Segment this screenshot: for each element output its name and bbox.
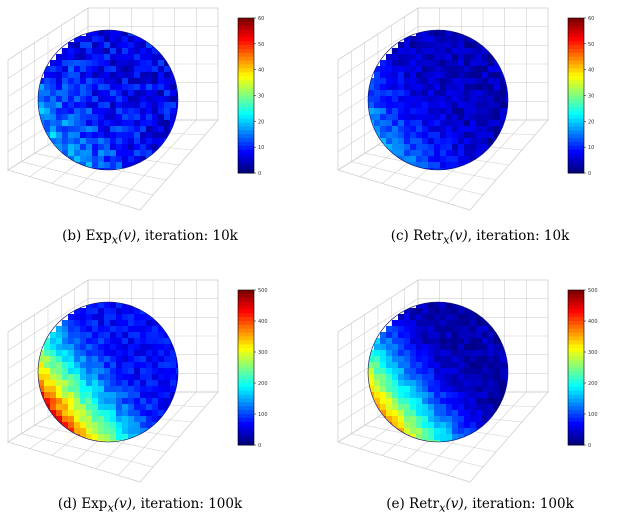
sphere-plot-d: 500 400 300 200 100 0 — [7, 279, 268, 483]
caption-argument: (v) — [449, 228, 468, 244]
caption-label: (b) — [62, 228, 82, 244]
colorbar-tick-label: 20 — [588, 119, 594, 125]
caption-d: (d) Expx(v), iteration: 100k — [0, 496, 300, 515]
caption-b: (b) Expx(v), iteration: 10k — [0, 228, 300, 247]
sphere-plot-c: 60 50 40 30 20 10 0 — [337, 7, 594, 211]
caption-argument: (v) — [445, 496, 464, 512]
caption-iteration: , iteration: 100k — [463, 496, 574, 512]
colorbar-tick-label: 400 — [258, 319, 268, 325]
colorbar-tick-label: 50 — [258, 42, 264, 48]
sphere-outline — [367, 301, 509, 443]
colorbar-tick-label: 0 — [588, 443, 591, 449]
caption-subscript: x — [111, 233, 119, 247]
figure-panel-b: 60 50 40 30 20 10 0 (b) Expx(v), iteration: 10… — [0, 0, 300, 250]
colorbar-tick-label: 40 — [588, 68, 594, 74]
sphere-surface — [368, 302, 508, 442]
colorbar-tick-label: 0 — [588, 171, 591, 177]
caption-subscript: x — [443, 233, 450, 247]
caption-iteration: , iteration: 100k — [131, 496, 243, 512]
caption-op: Retr — [413, 228, 444, 244]
colorbar-tick-label: 200 — [588, 381, 598, 387]
colorbar-tick-label: 20 — [258, 119, 264, 125]
colorbar-tick-label: 30 — [588, 94, 594, 100]
figure-panel-e: 500 400 300 200 100 0 (e) Retrx(v), iteration… — [330, 272, 630, 520]
figure-panel-c: 60 50 40 30 20 10 0 (c) Retrx(v), iteration: 1… — [330, 0, 630, 250]
caption-c: (c) Retrx(v), iteration: 10k — [330, 228, 630, 247]
colorbar-tick-label: 10 — [588, 145, 594, 151]
colorbar-tick-label: 60 — [588, 16, 594, 22]
caption-op: Retr — [409, 496, 440, 512]
sphere-plot-b: 60 50 40 30 20 10 0 — [7, 7, 264, 211]
sphere-outline — [37, 301, 179, 443]
sphere-outline — [37, 29, 179, 171]
colorbar-tick-label: 50 — [588, 42, 594, 48]
colorbar-tick-label: 400 — [588, 319, 598, 325]
colorbar-tick-label: 100 — [258, 412, 268, 418]
sphere-surface — [38, 30, 178, 170]
colorbar-tick-label: 40 — [258, 68, 264, 74]
colorbar-tick-label: 300 — [588, 350, 598, 356]
colorbar: 60 50 40 30 20 10 0 — [567, 16, 594, 177]
colorbar-tick-label: 300 — [258, 350, 268, 356]
caption-op: Exp — [85, 228, 112, 244]
sphere-plot-e: 500 400 300 200 100 0 — [337, 279, 598, 483]
colorbar-tick-label: 10 — [258, 145, 264, 151]
caption-subscript: x — [439, 501, 446, 515]
sphere-outline — [367, 29, 509, 171]
colorbar: 60 50 40 30 20 10 0 — [237, 16, 264, 177]
caption-iteration: , iteration: 10k — [136, 228, 238, 244]
caption-iteration: , iteration: 10k — [467, 228, 570, 244]
colorbar-tick-label: 0 — [258, 443, 261, 449]
colorbar: 500 400 300 200 100 0 — [567, 288, 598, 449]
figure-panel-d: 500 400 300 200 100 0 (d) Expx(v), iteration:… — [0, 272, 300, 520]
sphere-surface — [368, 30, 508, 170]
caption-label: (d) — [57, 496, 78, 512]
caption-label: (e) — [386, 496, 405, 512]
colorbar-tick-label: 200 — [258, 381, 268, 387]
caption-e: (e) Retrx(v), iteration: 100k — [330, 496, 630, 515]
colorbar-tick-label: 30 — [258, 94, 264, 100]
caption-argument: (v) — [118, 228, 137, 244]
caption-op: Exp — [81, 496, 108, 512]
colorbar-tick-label: 100 — [588, 412, 598, 418]
colorbar-tick-label: 500 — [258, 288, 268, 294]
sphere-surface — [38, 302, 178, 442]
colorbar-tick-label: 0 — [258, 171, 261, 177]
colorbar-tick-label: 500 — [588, 288, 598, 294]
colorbar: 500 400 300 200 100 0 — [237, 288, 268, 449]
caption-subscript: x — [107, 501, 114, 515]
caption-argument: (v) — [113, 496, 132, 512]
colorbar-tick-label: 60 — [258, 16, 264, 22]
caption-label: (c) — [390, 228, 409, 244]
